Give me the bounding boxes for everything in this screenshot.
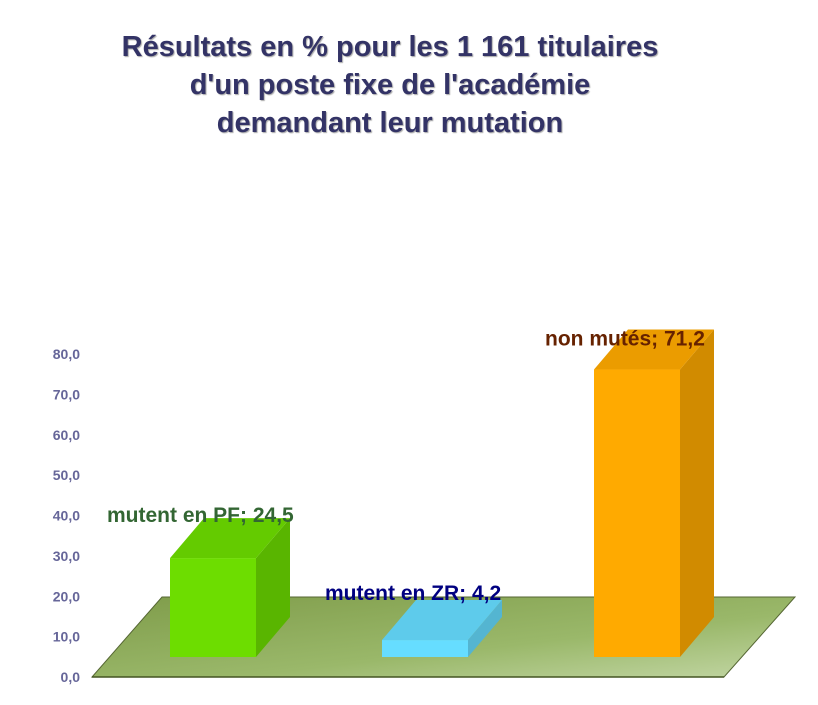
bar-3 [594, 329, 714, 657]
bar-side-face [680, 329, 714, 657]
bar-front-face [594, 369, 680, 657]
bar-1 [170, 518, 290, 657]
bar-front-face [382, 640, 468, 657]
y-tick-label: 60,0 [53, 427, 80, 443]
chart-title: Résultats en % pour les 1 161 titulaires… [40, 28, 740, 142]
chart-title-line-2: d'un poste fixe de l'académie [189, 69, 591, 101]
y-tick-label: 80,0 [53, 346, 80, 362]
bar-front-face [170, 558, 256, 657]
bar-side-face [256, 518, 290, 657]
y-tick-label: 0,0 [61, 669, 81, 685]
y-tick-label: 20,0 [53, 588, 80, 604]
y-axis: 0,0 10,0 20,0 30,0 40,0 50,0 60,0 70,0 80,0 [53, 346, 80, 685]
y-tick-label: 10,0 [53, 629, 80, 645]
y-tick-label: 40,0 [53, 508, 80, 524]
chart-title-line-3: demandant leur mutation [216, 107, 564, 139]
bar-top-face [594, 329, 714, 370]
data-label-2: mutent en ZR; 4,2 [325, 582, 501, 605]
y-tick-label: 30,0 [53, 548, 80, 564]
bar-top-face [382, 600, 502, 641]
chart-title-line-1: Résultats en % pour les 1 161 titulaires [121, 31, 659, 63]
y-tick-label: 70,0 [53, 386, 80, 402]
bar-top-face [170, 518, 290, 559]
y-tick-label: 50,0 [53, 467, 80, 483]
data-labels: mutent en PF; 24,5 mutent en ZR; 4,2 non m… [107, 328, 705, 606]
data-label-1: mutent en PF; 24,5 [107, 504, 294, 527]
bars [170, 329, 714, 657]
bar-side-face [468, 600, 502, 657]
bar-2 [382, 600, 502, 657]
data-label-3: non mutés; 71,2 [545, 328, 705, 351]
